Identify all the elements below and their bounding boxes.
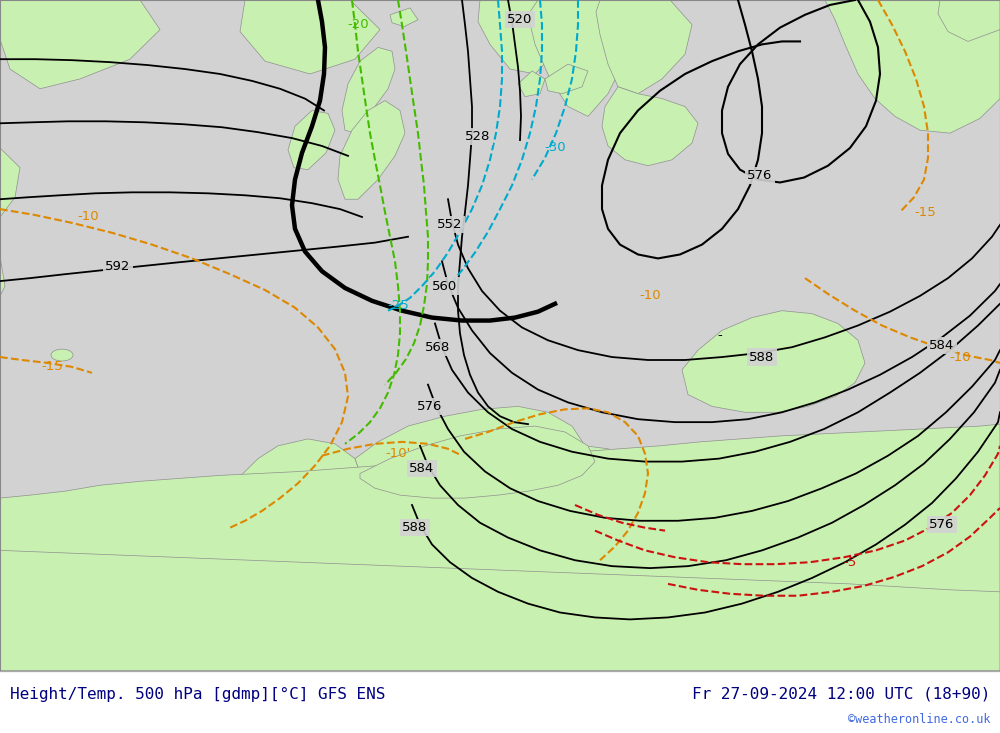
Polygon shape xyxy=(0,424,1000,671)
Text: -25: -25 xyxy=(387,299,409,312)
Polygon shape xyxy=(0,0,160,89)
Text: -: - xyxy=(718,329,722,342)
Polygon shape xyxy=(596,0,692,94)
Text: 592: 592 xyxy=(105,259,131,273)
Polygon shape xyxy=(525,446,582,511)
Polygon shape xyxy=(238,439,362,515)
Polygon shape xyxy=(518,71,545,97)
Text: 584: 584 xyxy=(929,339,955,352)
Text: -30: -30 xyxy=(544,141,566,155)
Text: -10: -10 xyxy=(949,350,971,364)
Text: 588: 588 xyxy=(402,521,428,534)
Text: -15: -15 xyxy=(914,205,936,218)
Polygon shape xyxy=(240,0,380,74)
Polygon shape xyxy=(288,111,335,169)
Text: -10': -10' xyxy=(385,447,411,460)
Polygon shape xyxy=(938,0,1000,42)
Ellipse shape xyxy=(51,349,73,361)
Text: -10: -10 xyxy=(77,210,99,224)
Text: 588: 588 xyxy=(749,350,775,364)
Polygon shape xyxy=(545,64,588,94)
Text: 576: 576 xyxy=(747,169,773,182)
Polygon shape xyxy=(478,0,565,74)
Polygon shape xyxy=(648,485,762,548)
Text: 552: 552 xyxy=(437,218,463,232)
Text: -20: -20 xyxy=(347,18,369,32)
Text: Fr 27-09-2024 12:00 UTC (18+90): Fr 27-09-2024 12:00 UTC (18+90) xyxy=(692,687,990,702)
Polygon shape xyxy=(562,446,655,525)
Polygon shape xyxy=(342,48,395,133)
Polygon shape xyxy=(355,406,585,511)
Polygon shape xyxy=(390,8,418,26)
Text: -10: -10 xyxy=(639,290,661,303)
Polygon shape xyxy=(360,426,595,498)
Polygon shape xyxy=(0,0,20,296)
Text: -15: -15 xyxy=(41,361,63,373)
Polygon shape xyxy=(760,0,1000,133)
Polygon shape xyxy=(602,86,698,166)
Text: -5: -5 xyxy=(843,556,857,569)
Polygon shape xyxy=(682,311,865,412)
Text: ©weatheronline.co.uk: ©weatheronline.co.uk xyxy=(848,712,990,726)
Text: 520: 520 xyxy=(507,13,533,26)
Text: 584: 584 xyxy=(409,462,435,475)
Text: 528: 528 xyxy=(465,130,491,143)
Text: 568: 568 xyxy=(425,341,451,354)
Polygon shape xyxy=(528,0,632,117)
Text: 576: 576 xyxy=(929,518,955,531)
Text: 576: 576 xyxy=(417,400,443,413)
Text: 560: 560 xyxy=(432,279,458,292)
Polygon shape xyxy=(0,550,1000,671)
Text: Height/Temp. 500 hPa [gdmp][°C] GFS ENS: Height/Temp. 500 hPa [gdmp][°C] GFS ENS xyxy=(10,687,385,702)
Polygon shape xyxy=(338,100,405,199)
